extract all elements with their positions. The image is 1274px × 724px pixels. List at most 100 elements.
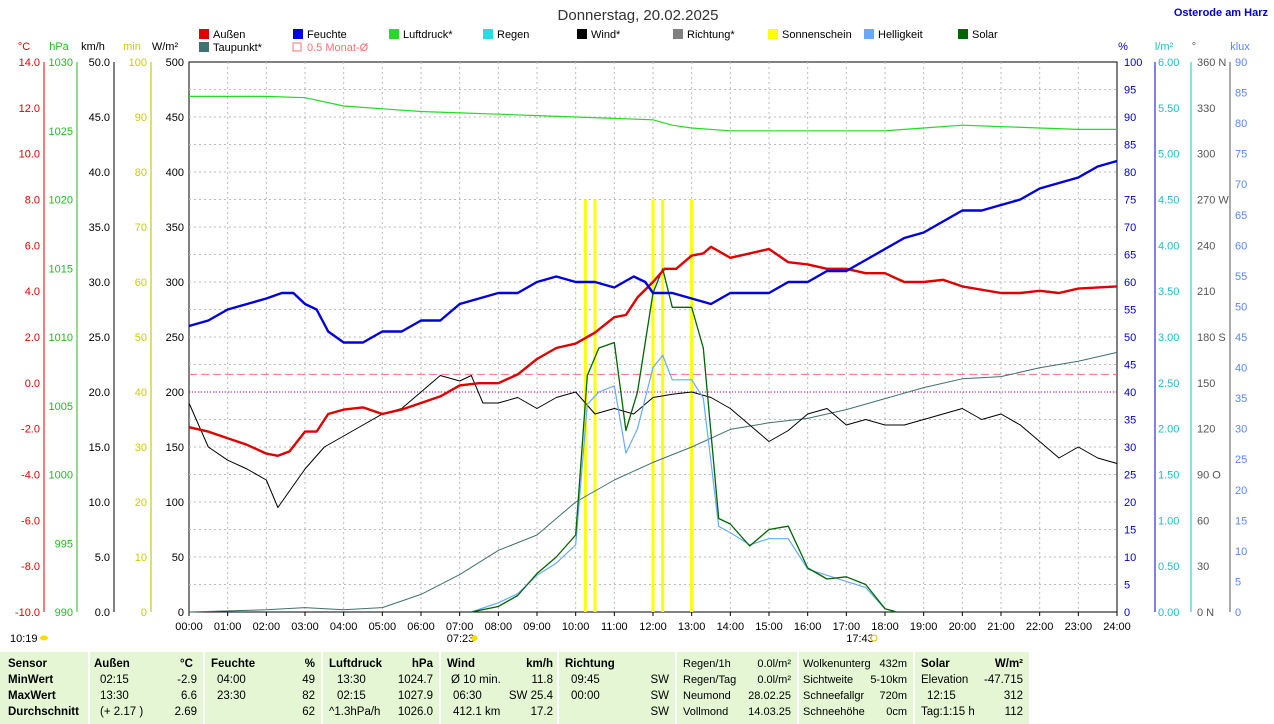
- y-axis-unit: l/m²: [1155, 41, 1174, 53]
- y-tick-label: 90: [135, 112, 147, 124]
- y-tick-label: 45: [1124, 360, 1136, 372]
- feuchte-unit: %: [304, 658, 315, 670]
- y-tick-label: -2.0: [21, 424, 40, 436]
- y-tick-label: 5: [1124, 580, 1130, 592]
- legend-label: Richtung*: [687, 29, 735, 41]
- legend-swatch: [864, 29, 874, 39]
- x-tick-label: 05:00: [369, 621, 397, 633]
- wind-min-val: 11.8: [531, 674, 553, 686]
- feuchte-head: Feuchte: [211, 658, 256, 670]
- legend-swatch: [292, 42, 302, 52]
- regen-tag-label: Regen/Tag: [683, 674, 737, 686]
- series-line-wind: [188, 375, 1118, 508]
- x-tick-label: 14:00: [717, 621, 745, 633]
- sunrise-label: 07:23: [447, 633, 475, 645]
- row-label-min: MinWert: [8, 674, 54, 686]
- legend-swatch: [483, 29, 493, 39]
- aussen-avg: 2.69: [174, 706, 197, 718]
- luftdruck-head: Luftdruck: [329, 658, 383, 670]
- x-tick-label: 10:00: [562, 621, 590, 633]
- weather-chart: Donnerstag, 20.02.2025 Osterode am Harz Au…: [10, 7, 1268, 645]
- legend-swatch: [577, 29, 587, 39]
- wind-distance: 412.1 km: [453, 706, 501, 718]
- chart-title: Donnerstag, 20.02.2025: [558, 7, 719, 24]
- vollmond-val: 14.03.25: [748, 706, 791, 718]
- solar-head: Solar: [921, 658, 950, 670]
- y-tick-label: 3.50: [1158, 286, 1179, 298]
- y-tick-label: 1000: [49, 470, 73, 482]
- sunset-icon: [870, 634, 878, 642]
- x-tick-label: 01:00: [214, 621, 242, 633]
- y-tick-label: 2.0: [25, 332, 40, 344]
- y-tick-label: 35: [1235, 393, 1247, 405]
- elevation-label: Elevation: [921, 674, 969, 686]
- y-tick-label: 0.0: [95, 607, 110, 619]
- y-tick-label: 360 N: [1197, 57, 1226, 69]
- y-tick-label: 0: [178, 607, 184, 619]
- y-tick-label: 0: [141, 607, 147, 619]
- feuchte-max-time: 23:30: [217, 690, 246, 702]
- summary-table: Sensor MinWert MaxWert Durchschnitt Auße…: [0, 652, 1274, 724]
- y-tick-label: -10.0: [15, 607, 40, 619]
- y-tick-label: 5: [1235, 576, 1241, 588]
- aussen-trend: (+ 2.17 ): [100, 706, 144, 718]
- legend-swatch: [389, 29, 399, 39]
- y-axis-unit: °C: [18, 41, 30, 53]
- y-tick-label: 3.00: [1158, 332, 1179, 344]
- y-tick-label: 10.0: [89, 497, 110, 509]
- legend-label: Sonnenschein: [782, 29, 852, 41]
- y-axis-unit: km/h: [81, 41, 105, 53]
- x-tick-label: 19:00: [910, 621, 938, 633]
- current-time-icon: [40, 635, 48, 641]
- richtung-min-val: SW: [650, 674, 669, 686]
- y-tick-label: 30: [135, 442, 147, 454]
- x-tick-label: 03:00: [291, 621, 319, 633]
- aussen-head: Außen: [94, 658, 130, 670]
- y-tick-label: 450: [166, 112, 184, 124]
- y-tick-label: 10: [1235, 546, 1247, 558]
- sichtweite-val: 5-10km: [870, 674, 907, 686]
- regen-tag-val: 0.0l/m²: [757, 674, 791, 686]
- y-tick-label: 20: [1235, 485, 1247, 497]
- y-tick-label: 1005: [49, 401, 73, 413]
- y-tick-label: -4.0: [21, 470, 40, 482]
- y-tick-label: 995: [55, 538, 73, 550]
- y-tick-label: 100: [1124, 57, 1142, 69]
- y-tick-label: 60: [1124, 277, 1136, 289]
- solar-max-val: 312: [1003, 690, 1023, 702]
- y-tick-label: -8.0: [21, 561, 40, 573]
- wind-head: Wind: [447, 658, 475, 670]
- y-tick-label: 40: [1235, 363, 1247, 375]
- y-tick-label: 330: [1197, 103, 1215, 115]
- y-tick-label: 45: [1235, 332, 1247, 344]
- wolken-label: Wolkenunterg: [803, 658, 871, 670]
- y-tick-label: 0.50: [1158, 561, 1179, 573]
- y-tick-label: 70: [1124, 222, 1136, 234]
- y-tick-label: 95: [1124, 85, 1136, 97]
- y-tick-label: 15: [1124, 525, 1136, 537]
- wind-unit: km/h: [526, 658, 553, 670]
- y-tick-label: 1030: [49, 57, 73, 69]
- solar-sun-duration: Tag:1:15 h: [921, 706, 975, 718]
- y-tick-label: 20: [1124, 497, 1136, 509]
- regen-1h-label: Regen/1h: [683, 658, 731, 670]
- feuchte-min-time: 04:00: [217, 674, 246, 686]
- y-tick-label: 70: [1235, 179, 1247, 191]
- luftdruck-max-time: 02:15: [337, 690, 366, 702]
- y-tick-label: 70: [135, 222, 147, 234]
- sunset-label: 17:43: [846, 633, 874, 645]
- aussen-max-time: 13:30: [100, 690, 129, 702]
- y-tick-label: 0.0: [25, 378, 40, 390]
- y-tick-label: 90: [1235, 57, 1247, 69]
- luftdruck-max-val: 1027.9: [397, 690, 433, 702]
- vollmond-label: Vollmond: [683, 706, 729, 718]
- y-tick-label: 1010: [49, 332, 73, 344]
- y-tick-label: 40.0: [89, 167, 110, 179]
- y-tick-label: 4.0: [25, 286, 40, 298]
- y-tick-label: 50: [135, 332, 147, 344]
- feuchte-max-val: 82: [302, 690, 315, 702]
- richtung-avg: SW: [650, 706, 669, 718]
- aussen-min-time: 02:15: [100, 674, 129, 686]
- y-tick-label: 100: [129, 57, 147, 69]
- x-tick-label: 11:00: [601, 621, 628, 633]
